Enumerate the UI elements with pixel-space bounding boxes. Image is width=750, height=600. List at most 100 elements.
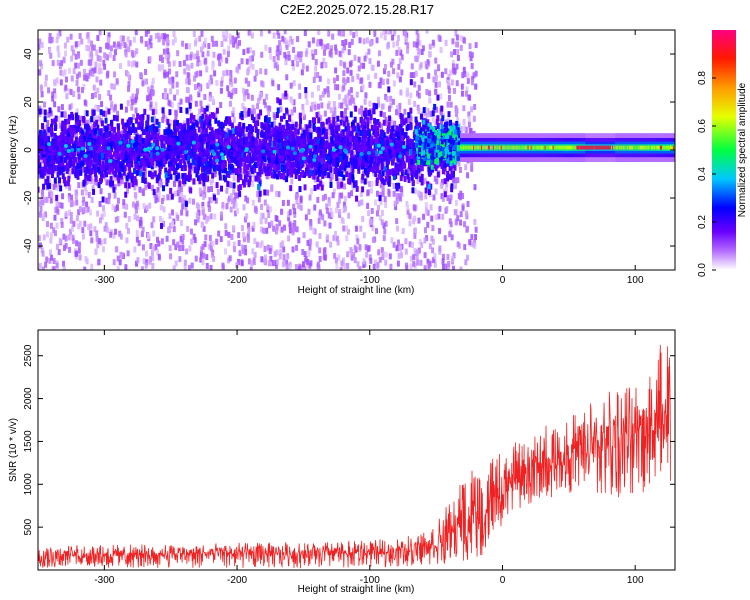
spectrogram-cell (128, 74, 132, 81)
spectrogram-cell (216, 189, 220, 196)
spectrogram-cell (130, 176, 134, 183)
spectrogram-cell (111, 204, 115, 211)
spectrogram-cell (415, 56, 419, 63)
spectrogram-cell (156, 187, 160, 194)
spectrogram-cell (181, 203, 185, 210)
spectrogram-cell (195, 70, 199, 77)
spectrogram-cell (239, 153, 243, 160)
spectrogram-cell (278, 253, 282, 260)
spectrogram-cell (346, 67, 350, 74)
spectrogram-cell (149, 88, 153, 95)
spectrogram-cell (183, 68, 187, 75)
spectrogram-cell (171, 82, 175, 89)
spectrogram-cell (135, 260, 139, 267)
spectrogram-cell (389, 30, 393, 34)
spectrogram-cell (329, 176, 333, 183)
spectrogram-cell (286, 253, 290, 260)
spectrogram-cell (231, 35, 235, 42)
spectrogram-cell (49, 197, 53, 204)
spectrogram-cell (38, 38, 42, 45)
spectrogram-cell (38, 262, 42, 269)
spectrogram-cell (226, 85, 230, 92)
spectrogram-cell (104, 222, 108, 229)
spectrogram-cell (340, 192, 344, 199)
spectrogram-cell (310, 49, 314, 56)
spectrogram-cell (211, 64, 215, 71)
spectrogram-cell (88, 175, 92, 182)
spectrogram-cell (419, 113, 423, 120)
spectrogram-cell (268, 248, 272, 255)
spectrogram-cell (428, 43, 432, 50)
spectrogram-cell (47, 132, 51, 139)
spectrogram-cell (451, 170, 455, 177)
spectrogram-cell (304, 50, 308, 57)
spectrogram-cell (210, 112, 214, 119)
spectrogram-cell (115, 138, 119, 145)
spectrogram-cell (362, 232, 366, 239)
spectrogram-cell (355, 234, 359, 241)
spectrogram-cell (386, 41, 390, 48)
spectrogram-cell (208, 124, 212, 131)
spectrogram-cell (465, 210, 469, 217)
spectrogram-cell (45, 221, 49, 228)
spectrogram-cell (431, 238, 435, 245)
spectrogram-cell (410, 241, 414, 248)
spectrogram-cell (160, 218, 164, 225)
spectrogram-cell (142, 258, 146, 265)
spectrogram-cell (70, 194, 74, 201)
spectrogram-cell (68, 184, 72, 191)
spectrogram-cell (128, 40, 132, 47)
spectrogram-cell (127, 172, 131, 179)
spectrogram-cell (124, 106, 128, 113)
spectrogram-cell (380, 247, 384, 254)
spectrogram-cell (112, 114, 116, 121)
spectrogram-cell (270, 144, 274, 151)
spectrogram-cell (203, 107, 207, 114)
spectrogram-cell (166, 48, 170, 55)
spectrogram-cell (381, 251, 385, 258)
spectrogram-cell (107, 32, 111, 39)
spectrogram-cell (99, 67, 103, 74)
spectrogram-cell (83, 266, 87, 270)
spectrogram-cell (285, 259, 289, 266)
spectrogram-cell (305, 152, 309, 159)
spectrogram-cell (97, 238, 101, 245)
spectrogram-cell (92, 188, 96, 195)
spectrogram-cell (204, 149, 208, 156)
spectrogram-cell (281, 240, 285, 247)
spectrogram-cell (207, 160, 211, 167)
spectrogram-cell (301, 110, 305, 117)
spectrogram-cell (238, 191, 242, 198)
spectrogram-cell (99, 79, 103, 86)
spectrogram-cell (47, 126, 51, 133)
spectrogram-cell (174, 244, 178, 251)
spectrogram-cell (185, 63, 189, 70)
spectrogram-cell (52, 227, 56, 234)
spectrogram-cell (371, 237, 375, 244)
spectrogram-cell (201, 51, 205, 58)
spectrogram-cell (96, 147, 100, 154)
spectrogram-cell (464, 90, 468, 97)
spectrogram-cell (414, 55, 418, 62)
spectrogram-cell (246, 197, 250, 204)
spectrogram-cell (144, 78, 148, 85)
spectrogram-cell (319, 129, 323, 136)
spectrogram-cell (228, 100, 232, 107)
spectrogram-cell (113, 104, 117, 111)
spectrogram-cell (372, 108, 376, 115)
spectrogram-cell (102, 59, 106, 66)
spectrogram-cell (274, 259, 278, 266)
spectrogram-cell (474, 226, 478, 233)
spectrogram-cell (46, 165, 50, 172)
spectrogram-cell (140, 37, 144, 44)
spectrogram-cell (219, 236, 223, 243)
spectrogram-cell (60, 60, 64, 67)
spectrogram-cell (135, 48, 139, 55)
spectrogram-cell (200, 46, 204, 53)
spectrogram-cell (208, 114, 212, 121)
spectrogram-cell (169, 119, 173, 126)
spectrogram-cell (350, 190, 354, 197)
spectrogram-cell (106, 226, 110, 233)
spectrogram-cell (449, 119, 453, 126)
spectrogram-cell (44, 261, 48, 268)
